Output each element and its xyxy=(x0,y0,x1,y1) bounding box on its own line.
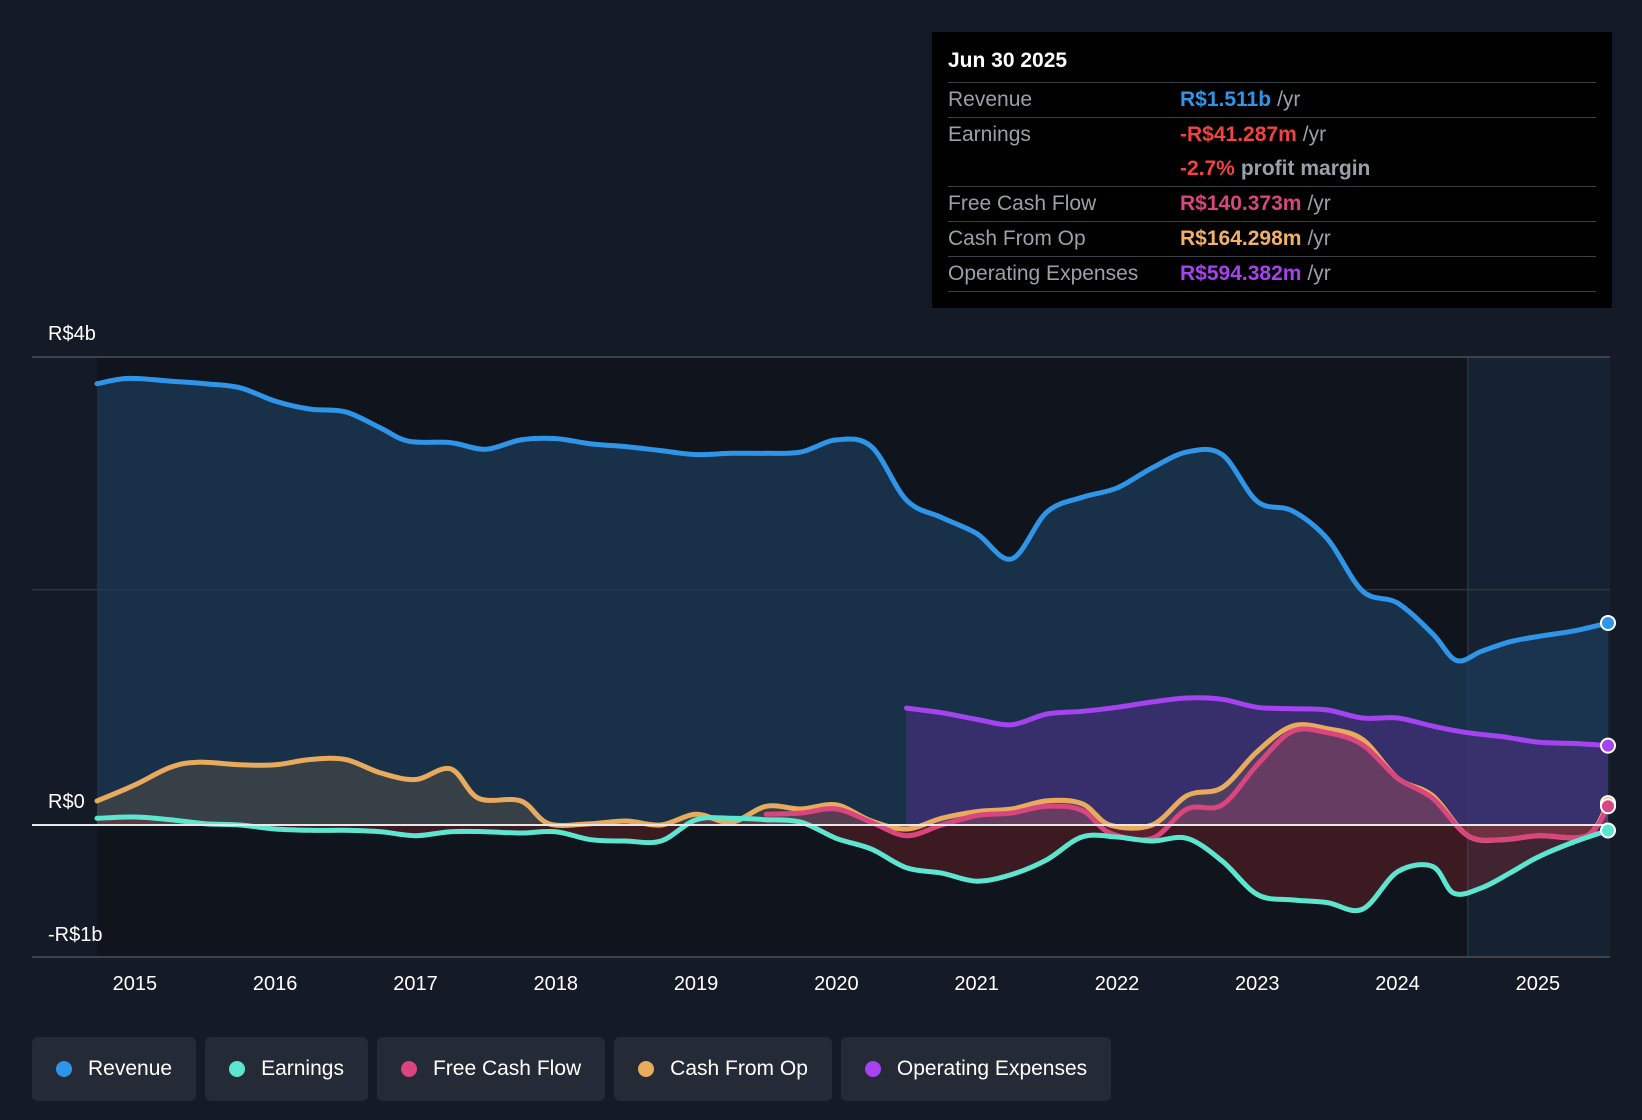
end-markers xyxy=(1600,614,1616,839)
tooltip-row-revenue: Revenue R$1.511b /yr xyxy=(948,82,1596,117)
tooltip-value: R$1.511b xyxy=(1180,88,1272,111)
y-tick-label-top: R$4b xyxy=(48,323,96,345)
tooltip-date: Jun 30 2025 xyxy=(948,49,1068,72)
end-marker-free-cash-flow xyxy=(1600,798,1616,815)
tooltip-label: Earnings xyxy=(948,123,1031,146)
legend-dot-icon xyxy=(864,1061,881,1077)
tooltip-unit: profit margin xyxy=(1240,157,1371,180)
x-tick-label: 2023 xyxy=(1235,973,1280,995)
x-tick-label: 2025 xyxy=(1516,973,1561,995)
legend-dot-icon xyxy=(400,1061,417,1077)
tooltip-row-cash-from-op: Cash From Op R$164.298m /yr xyxy=(948,221,1596,256)
financial-chart: R$4b R$0 -R$1b 2015 2016 2017 2018 2019 2020 2… xyxy=(32,323,1616,995)
x-tick-label: 2022 xyxy=(1095,973,1140,995)
chart-legend: Revenue Earnings Free Cash Flow Cash Fro… xyxy=(32,1037,1112,1101)
tooltip-unit: /yr xyxy=(1307,192,1331,215)
x-tick-label: 2021 xyxy=(954,973,999,995)
line-revenue xyxy=(94,375,1611,664)
area-cash-from-op xyxy=(97,724,1608,841)
tooltip-row-profit-margin: -2.7% profit margin xyxy=(948,152,1596,186)
tooltip-value: -2.7% xyxy=(1180,157,1235,180)
y-tick-label-zero: R$0 xyxy=(48,791,85,813)
tooltip-unit: /yr xyxy=(1302,123,1327,146)
end-marker-revenue xyxy=(1600,614,1616,631)
area-free-cash-flow xyxy=(766,728,1608,841)
tooltip-label: Cash From Op xyxy=(948,227,1086,250)
x-tick-label: 2019 xyxy=(674,973,719,995)
end-marker-earnings xyxy=(1600,822,1616,839)
tooltip-row-free-cash-flow: Free Cash Flow R$140.373m /yr xyxy=(948,186,1596,221)
hover-tooltip: Jun 30 2025 Revenue R$1.511b /yr Earning… xyxy=(932,32,1612,308)
legend-item-revenue[interactable]: Revenue xyxy=(32,1037,197,1101)
tooltip-unit: /yr xyxy=(1307,262,1331,285)
legend-label: Revenue xyxy=(88,1057,173,1080)
legend-item-earnings[interactable]: Earnings xyxy=(205,1037,368,1101)
tooltip-value: R$164.298m xyxy=(1180,227,1302,250)
line-earnings xyxy=(94,814,1611,914)
tooltip-label: Free Cash Flow xyxy=(948,192,1097,215)
x-tick-label: 2015 xyxy=(113,973,158,995)
tooltip-row-operating-expenses: Operating Expenses R$594.382m /yr xyxy=(948,256,1596,292)
x-tick-label: 2020 xyxy=(814,973,859,995)
y-axis-labels: R$4b R$0 -R$1b xyxy=(48,323,102,946)
tooltip-label: Revenue xyxy=(948,88,1033,111)
x-axis-labels: 2015 2016 2017 2018 2019 2020 2021 2022 2023 2024… xyxy=(113,973,1560,995)
line-operating-expenses xyxy=(904,695,1611,749)
tooltip-label: Operating Expenses xyxy=(948,262,1139,285)
end-marker-operating-expenses xyxy=(1600,737,1616,754)
tooltip-value: R$594.382m xyxy=(1180,262,1302,285)
legend-label: Free Cash Flow xyxy=(432,1057,582,1080)
series-areas xyxy=(97,378,1608,911)
tooltip-unit: /yr xyxy=(1307,227,1331,250)
legend-label: Earnings xyxy=(261,1057,344,1080)
x-tick-label: 2016 xyxy=(253,973,298,995)
legend-item-operating-expenses[interactable]: Operating Expenses xyxy=(840,1037,1112,1101)
tooltip-value: R$140.373m xyxy=(1180,192,1302,215)
legend-item-free-cash-flow[interactable]: Free Cash Flow xyxy=(376,1037,606,1101)
legend-dot-icon xyxy=(638,1061,655,1077)
line-free-cash-flow xyxy=(763,726,1611,843)
x-tick-label: 2017 xyxy=(393,973,438,995)
legend-label: Cash From Op xyxy=(670,1057,808,1080)
area-revenue xyxy=(97,378,1608,825)
series-lines xyxy=(32,375,1611,914)
tooltip-value: -R$41.287m xyxy=(1180,123,1297,146)
legend-label: Operating Expenses xyxy=(896,1057,1088,1080)
legend-dot-icon xyxy=(229,1061,246,1077)
x-tick-label: 2018 xyxy=(534,973,579,995)
x-tick-label: 2024 xyxy=(1375,973,1420,995)
tooltip-row-earnings: Earnings -R$41.287m /yr xyxy=(948,117,1596,152)
y-tick-label-bottom: -R$1b xyxy=(48,924,102,946)
tooltip-unit: /yr xyxy=(1277,88,1301,111)
legend-dot-icon xyxy=(56,1061,72,1077)
legend-item-cash-from-op[interactable]: Cash From Op xyxy=(614,1037,832,1101)
area-earnings xyxy=(97,816,1608,911)
